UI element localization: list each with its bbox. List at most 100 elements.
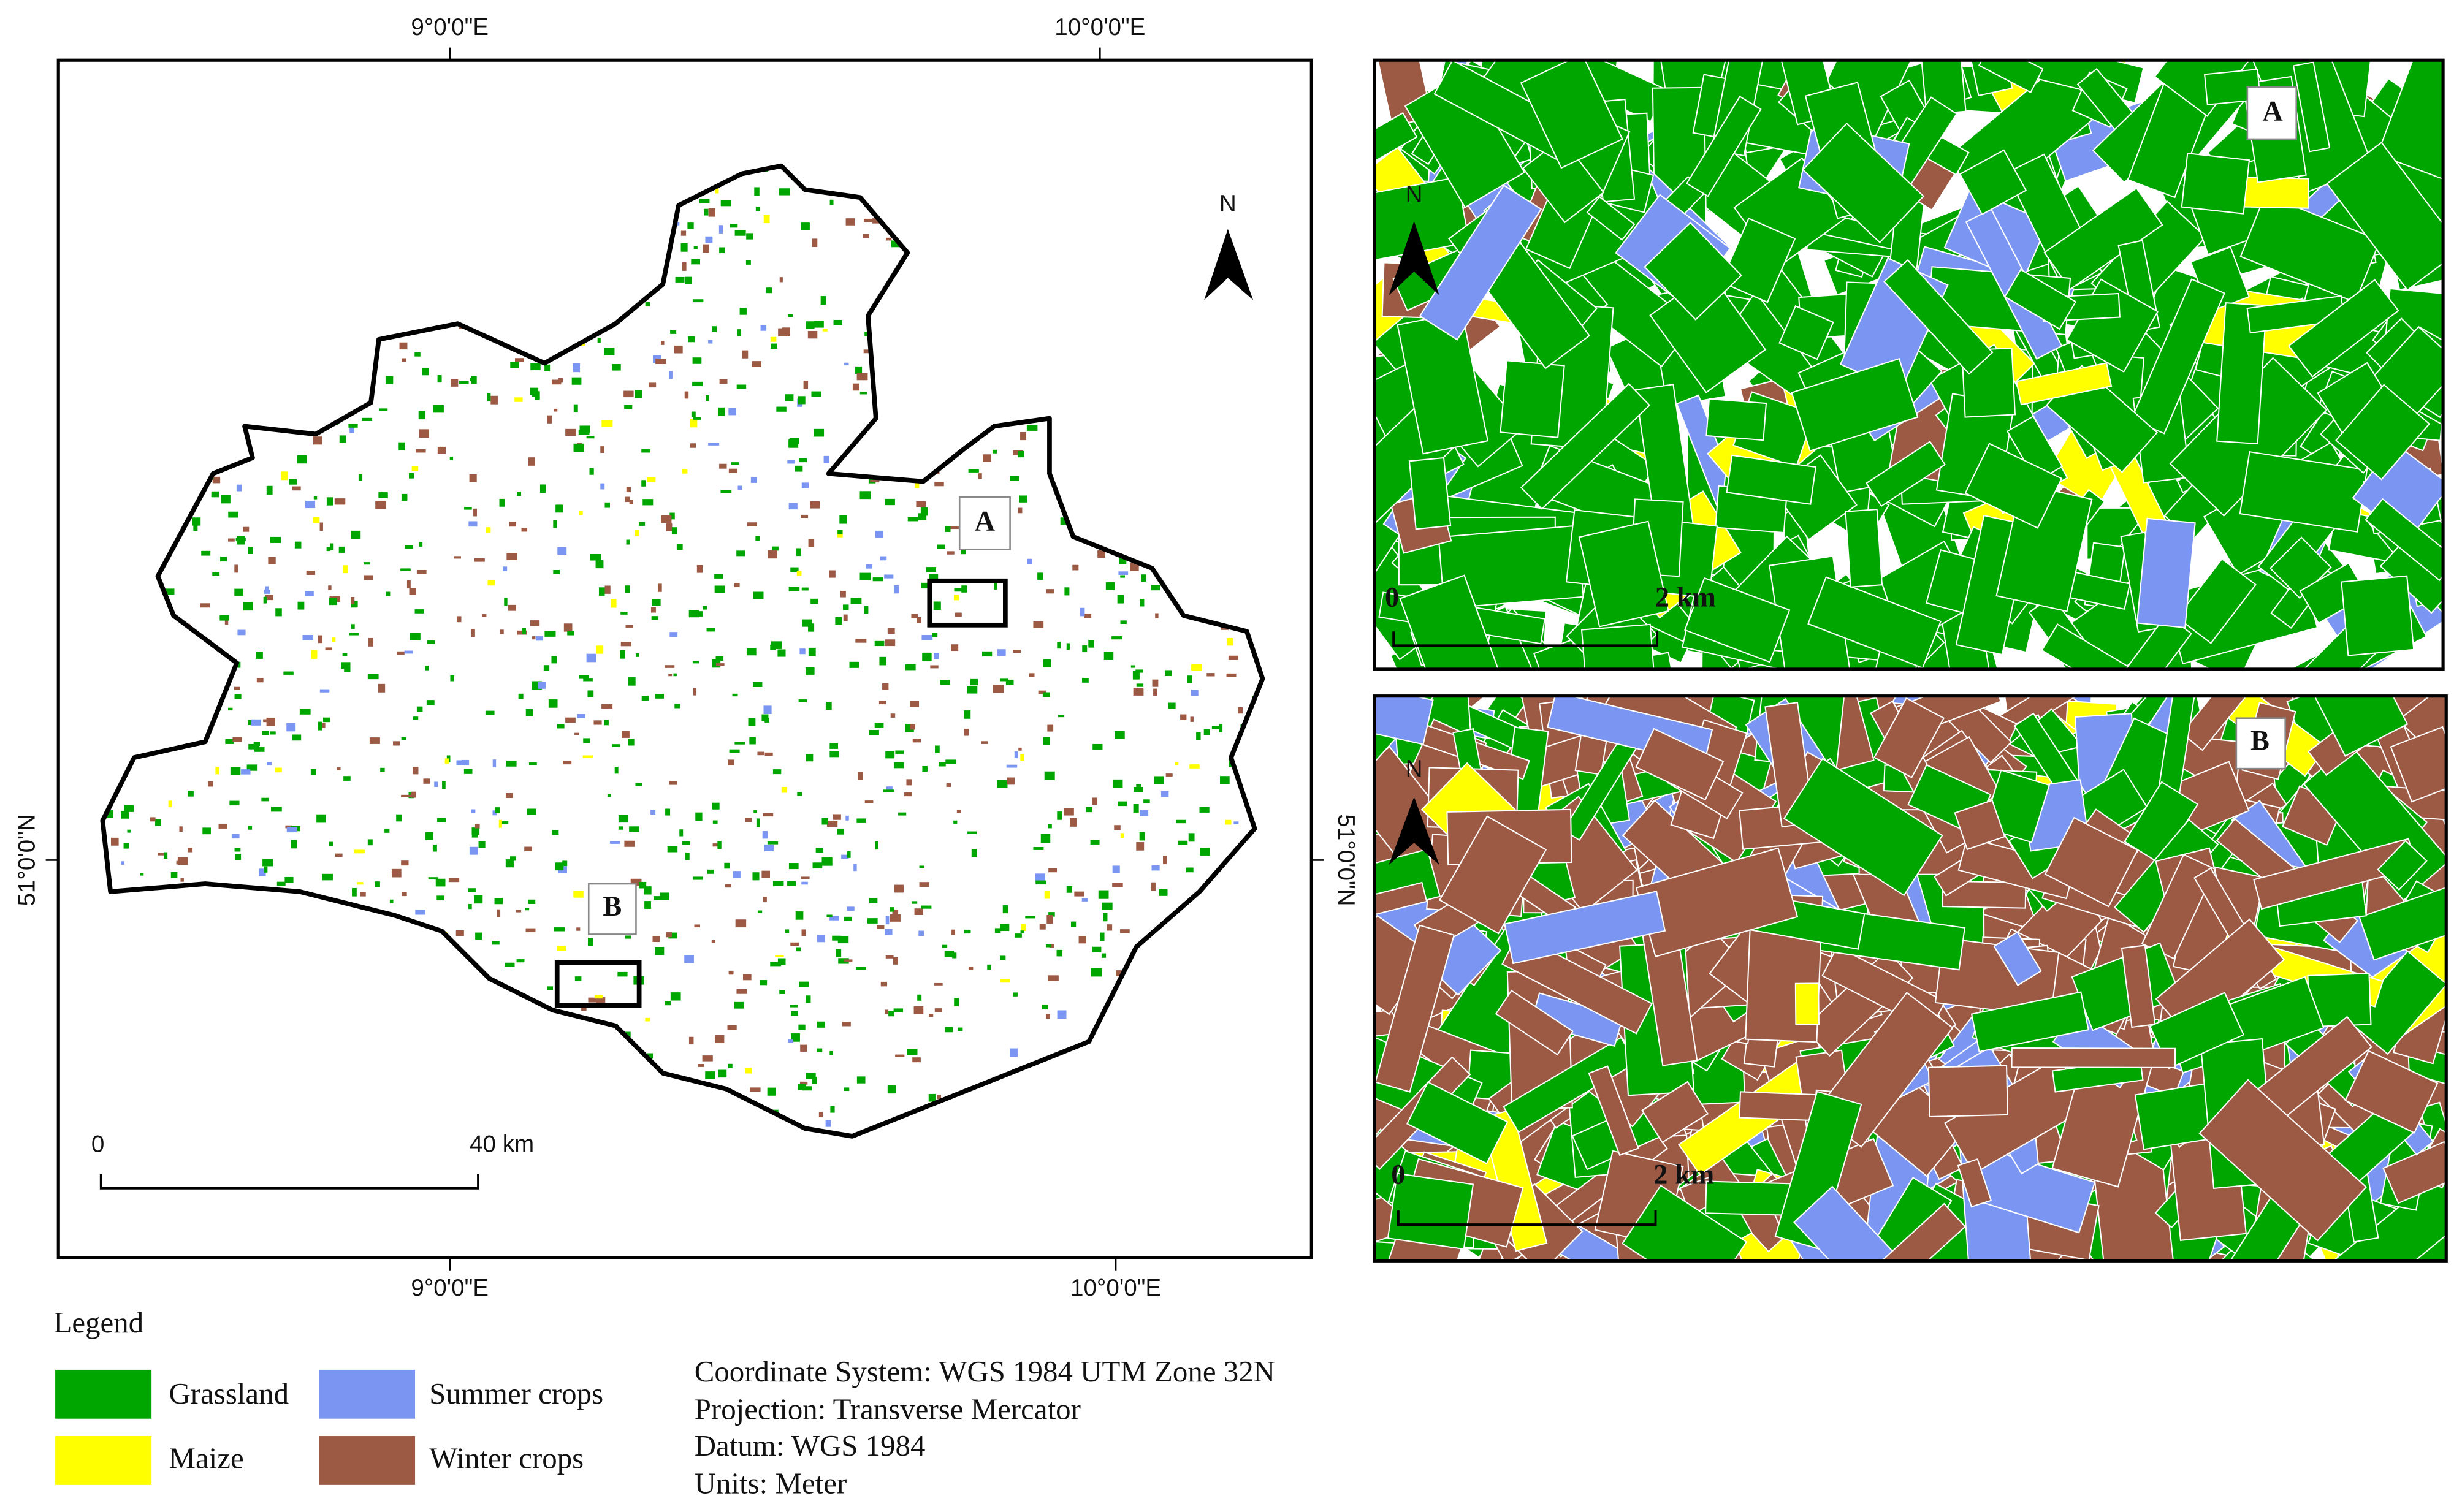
crop-pixel: [425, 665, 429, 671]
crop-pixel: [887, 628, 895, 634]
crop-pixel: [573, 891, 584, 898]
legend-title: Legend: [54, 1305, 144, 1339]
crop-pixel: [661, 341, 665, 345]
crop-pixel: [705, 1071, 715, 1079]
crop-pixel: [970, 678, 978, 686]
crop-pixel: [1056, 949, 1063, 957]
crop-pixel: [954, 998, 959, 1007]
crop-pixel: [349, 633, 359, 636]
field: [2326, 142, 2444, 291]
crop-pixel: [389, 899, 394, 903]
crop-pixel: [509, 522, 516, 527]
crop-pixel: [1155, 613, 1159, 619]
crop-pixel: [753, 810, 757, 813]
crop-pixel: [917, 513, 927, 520]
crop-pixel: [748, 718, 756, 726]
crop-pixel: [1048, 912, 1055, 917]
crop-pixel: [929, 1014, 934, 1017]
crop-pixel: [799, 1081, 808, 1085]
crop-pixel: [642, 499, 654, 506]
crop-pixel: [400, 568, 411, 571]
crop-pixel: [919, 865, 925, 868]
crop-pixel: [230, 767, 241, 775]
crop-pixel: [763, 215, 770, 224]
crop-pixel: [624, 405, 633, 409]
crop-pixel: [552, 830, 559, 835]
crop-pixel: [829, 1050, 834, 1055]
crop-pixel: [921, 582, 930, 589]
crop-pixel: [875, 841, 878, 850]
crop-pixel: [1047, 724, 1054, 732]
crop-pixel: [516, 910, 522, 913]
crop-pixel: [415, 910, 425, 915]
crop-pixel: [655, 946, 665, 955]
crop-pixel: [858, 772, 863, 780]
field: [1635, 728, 1725, 801]
crop-pixel: [555, 504, 563, 513]
crop-pixel: [451, 379, 459, 387]
crop-pixel: [426, 700, 435, 705]
crop-pixel: [743, 974, 752, 981]
crop-pixel: [641, 696, 649, 701]
crop-pixel: [1057, 811, 1062, 820]
crop-pixel: [635, 390, 642, 398]
crop-pixel: [788, 314, 793, 317]
scale-bar: [1392, 631, 1659, 647]
crop-pixel: [253, 742, 260, 747]
crop-pixel: [332, 637, 336, 642]
crop-pixel: [844, 1087, 850, 1092]
crop-pixel: [864, 800, 874, 803]
crop-pixel: [1000, 678, 1009, 682]
crop-pixel: [367, 839, 373, 846]
field: [2198, 1079, 2368, 1242]
crop-pixel: [647, 477, 656, 482]
crop-pixel: [565, 717, 576, 723]
crop-pixel: [322, 873, 333, 881]
crop-pixel: [1029, 673, 1035, 677]
crop-pixel: [652, 936, 660, 943]
crop-pixel: [263, 596, 267, 604]
crop-pixel: [885, 916, 890, 925]
crop-pixel: [750, 477, 757, 483]
crop-pixel: [437, 446, 446, 454]
crop-pixel: [800, 1044, 807, 1052]
crop-pixel: [368, 637, 373, 647]
crop-pixel: [777, 649, 786, 657]
crop-pixel: [401, 794, 411, 797]
box-label-frame: [587, 883, 637, 935]
crop-pixel: [500, 629, 504, 634]
crop-pixel: [325, 647, 332, 651]
crop-pixel: [1049, 944, 1054, 948]
crop-pixel: [767, 841, 779, 845]
crop-pixel: [1151, 865, 1160, 871]
crop-pixel: [335, 853, 343, 857]
crop-pixel: [121, 811, 129, 819]
field: [1783, 758, 1943, 897]
crop-pixel: [1102, 902, 1113, 910]
crop-pixel: [398, 442, 405, 450]
crop-pixel: [110, 837, 119, 846]
crop-pixel: [506, 792, 513, 798]
crop-pixel: [841, 854, 849, 859]
crop-pixel: [728, 759, 734, 765]
crop-pixel: [717, 841, 722, 849]
crop-pixel: [814, 428, 825, 437]
crop-pixel: [435, 878, 446, 887]
crop-pixel: [416, 706, 423, 712]
crop-pixel: [1018, 507, 1023, 514]
crop-pixel: [411, 466, 419, 471]
crop-pixel: [505, 859, 514, 868]
crop-pixel: [292, 486, 301, 491]
crop-pixel: [1233, 821, 1239, 824]
field: [2041, 623, 2134, 669]
crop-pixel: [945, 1027, 953, 1033]
crop-pixel: [840, 590, 846, 598]
crop-pixel: [581, 1007, 587, 1011]
crop-pixel: [469, 474, 477, 482]
crop-pixel: [712, 326, 717, 332]
field: [2382, 1141, 2447, 1204]
field: [1791, 357, 1919, 452]
crop-pixel: [1018, 747, 1022, 751]
crop-pixel: [655, 694, 665, 699]
